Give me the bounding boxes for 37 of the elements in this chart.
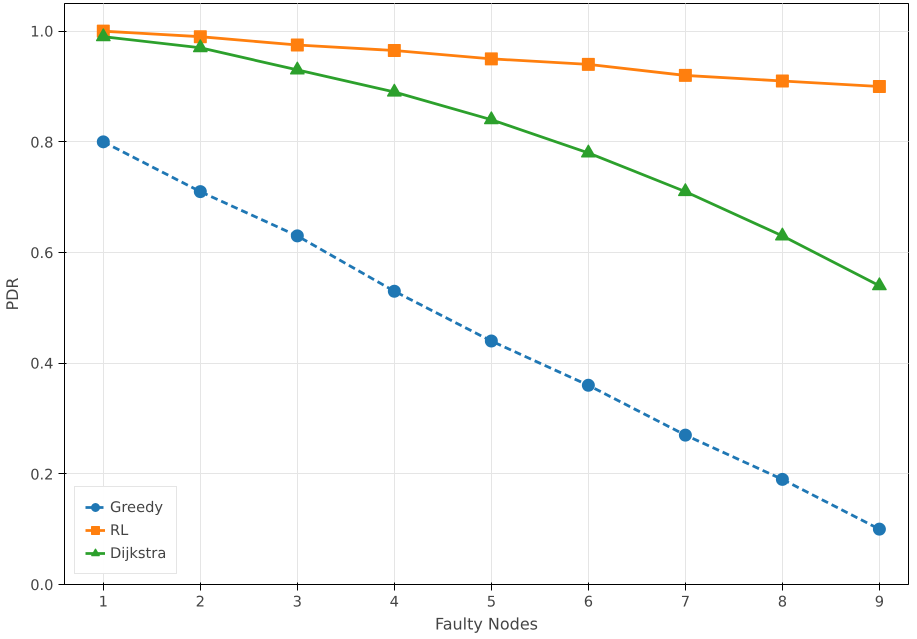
x-tick-label: 7 xyxy=(680,594,690,610)
point xyxy=(776,472,789,486)
legend-label: Dijkstra xyxy=(110,544,166,562)
point xyxy=(194,30,207,44)
point xyxy=(582,378,595,392)
point xyxy=(388,44,401,58)
point xyxy=(776,74,789,88)
x-tick-label: 4 xyxy=(390,594,400,610)
y-tick-label: 0.4 xyxy=(30,356,54,373)
x-tick-label: 1 xyxy=(98,594,108,610)
y-tick-label: 0.8 xyxy=(30,134,54,152)
x-tick-label: 9 xyxy=(874,594,884,610)
x-tick-label: 2 xyxy=(196,594,205,610)
point xyxy=(290,38,304,52)
point xyxy=(290,229,304,242)
legend-label: Greedy xyxy=(110,498,164,516)
point xyxy=(484,52,498,66)
point xyxy=(484,334,498,348)
point xyxy=(678,68,692,82)
y-axis-title: PDR xyxy=(3,277,22,311)
y-tick-label: 0.0 xyxy=(30,577,54,594)
y-tick-label: 0.6 xyxy=(30,245,54,262)
point xyxy=(872,522,886,536)
legend-label: RL xyxy=(110,522,130,538)
y-tick-label: 1.0 xyxy=(30,24,54,41)
x-axis-title: Faulty Nodes xyxy=(434,614,538,634)
x-tick-label: 5 xyxy=(486,594,496,610)
point xyxy=(872,80,886,93)
point xyxy=(678,428,692,442)
point xyxy=(96,135,110,148)
x-tick-label: 6 xyxy=(584,594,594,610)
x-tick-label: 3 xyxy=(292,594,302,610)
x-tick-label: 8 xyxy=(778,594,788,610)
y-tick-label: 0.2 xyxy=(30,466,54,484)
point xyxy=(388,284,401,298)
point xyxy=(582,58,595,71)
point xyxy=(194,185,207,198)
